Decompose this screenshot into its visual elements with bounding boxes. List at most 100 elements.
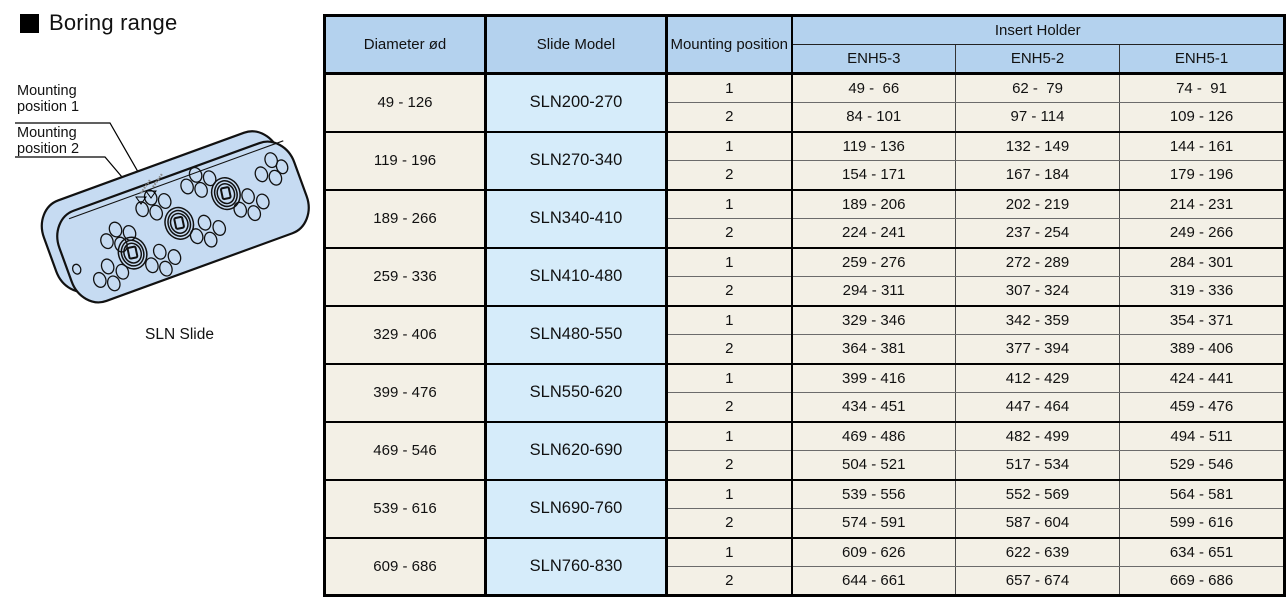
- header-enh5-3: ENH5-3: [790, 44, 956, 75]
- range-enh5-2-cell: 517 - 534: [955, 450, 1120, 481]
- mounting-position-cell: 2: [665, 334, 792, 365]
- table-row-group7-pos1: 469 - 546 SLN620-690 1 469 - 486 482 - 499 49…: [324, 421, 1285, 481]
- table-row-group9-pos1: 609 - 686 SLN760-830 1 609 - 626 622 - 639 63…: [324, 537, 1285, 597]
- mounting-position-cell: 2: [665, 218, 792, 249]
- range-enh5-3-cell: 49 - 66: [790, 73, 956, 103]
- table-row-group6-pos1: 399 - 476 SLN550-620 1 399 - 416 412 - 429 42…: [324, 363, 1285, 423]
- range-enh5-1-cell: 144 - 161: [1118, 131, 1285, 161]
- range-enh5-1-cell: 319 - 336: [1118, 276, 1285, 307]
- mounting-position-markers: [135, 173, 163, 205]
- range-enh5-1-cell: 109 - 126: [1118, 102, 1285, 133]
- diameter-cell: 119 - 196: [324, 131, 486, 191]
- range-enh5-2-cell: 622 - 639: [955, 537, 1120, 567]
- header-slide-model: Slide Model: [484, 15, 667, 75]
- slide-model-cell: SLN410-480: [484, 247, 667, 307]
- marker-triangle-1: [145, 190, 157, 199]
- range-enh5-1-cell: 529 - 546: [1118, 450, 1285, 481]
- range-enh5-1-cell: 249 - 266: [1118, 218, 1285, 249]
- diameter-cell: 189 - 266: [324, 189, 486, 249]
- range-enh5-1-cell: 669 - 686: [1118, 566, 1285, 597]
- range-enh5-2-cell: 587 - 604: [955, 508, 1120, 539]
- table-row-group2-pos2: 2 154 - 171 167 - 184 179 - 196: [325, 160, 1285, 191]
- range-enh5-3-cell: 84 - 101: [790, 102, 956, 133]
- header-insert-holder: Insert Holder: [790, 15, 1285, 45]
- table-row-group1-pos1: 49 - 126 SLN200-270 1 49 - 66 62 - 79 74 - 91: [324, 73, 1285, 133]
- diameter-cell: 259 - 336: [324, 247, 486, 307]
- mounting-position-cell: 2: [665, 450, 792, 481]
- slide-model-cell: SLN340-410: [484, 189, 667, 249]
- range-enh5-1-cell: 599 - 616: [1118, 508, 1285, 539]
- header-mounting-position: Mounting position: [665, 15, 792, 75]
- slide-model-cell: SLN270-340: [484, 131, 667, 191]
- range-enh5-3-cell: 539 - 556: [790, 479, 956, 509]
- range-enh5-2-cell: 482 - 499: [955, 421, 1120, 451]
- range-enh5-3-cell: 224 - 241: [790, 218, 956, 249]
- table-body: 49 - 126 SLN200-270 1 49 - 66 62 - 79 74 - 91…: [324, 73, 1285, 597]
- table-row-group9-pos2: 2 644 - 661 657 - 674 669 - 686: [325, 566, 1285, 597]
- range-enh5-2-cell: 377 - 394: [955, 334, 1120, 365]
- diameter-cell: 539 - 616: [324, 479, 486, 539]
- end-face-hole: [71, 263, 82, 275]
- range-enh5-3-cell: 434 - 451: [790, 392, 956, 423]
- table-row-group7-pos2: 2 504 - 521 517 - 534 529 - 546: [325, 450, 1285, 481]
- section-square-icon: [20, 13, 39, 33]
- slide-model-cell: SLN200-270: [484, 73, 667, 133]
- range-enh5-3-cell: 189 - 206: [790, 189, 956, 219]
- range-enh5-3-cell: 329 - 346: [790, 305, 956, 335]
- range-enh5-1-cell: 284 - 301: [1118, 247, 1285, 277]
- range-enh5-3-cell: 364 - 381: [790, 334, 956, 365]
- range-enh5-3-cell: 574 - 591: [790, 508, 956, 539]
- insert-hole-large: [117, 177, 241, 270]
- mounting-position-cell: 1: [665, 131, 792, 161]
- slide-model-cell: SLN690-760: [484, 479, 667, 539]
- range-enh5-3-cell: 609 - 626: [790, 537, 956, 567]
- table-row-group1-pos2: 2 84 - 101 97 - 114 109 - 126: [325, 102, 1285, 133]
- sln-slide-illustration: [15, 122, 310, 304]
- range-enh5-1-cell: 74 - 91: [1118, 73, 1285, 103]
- mounting-position-cell: 1: [665, 479, 792, 509]
- range-enh5-2-cell: 237 - 254: [955, 218, 1120, 249]
- range-enh5-1-cell: 354 - 371: [1118, 305, 1285, 335]
- range-enh5-2-cell: 272 - 289: [955, 247, 1120, 277]
- range-enh5-2-cell: 202 - 219: [955, 189, 1120, 219]
- mounting-position-cell: 2: [665, 508, 792, 539]
- bolt-holes: [92, 152, 289, 292]
- mounting-position-cell: 1: [665, 421, 792, 451]
- range-enh5-3-cell: 504 - 521: [790, 450, 956, 481]
- table-row-group6-pos2: 2 434 - 451 447 - 464 459 - 476: [325, 392, 1285, 423]
- diameter-cell: 329 - 406: [324, 305, 486, 365]
- range-enh5-2-cell: 342 - 359: [955, 305, 1120, 335]
- slide-model-cell: SLN620-690: [484, 421, 667, 481]
- mounting-position-cell: 1: [665, 247, 792, 277]
- boring-range-table: Diameter ød Slide Model Mounting positio…: [323, 14, 1286, 597]
- range-enh5-1-cell: 179 - 196: [1118, 160, 1285, 191]
- table-row-group5-pos1: 329 - 406 SLN480-550 1 329 - 346 342 - 359 35…: [324, 305, 1285, 365]
- table-row-group2-pos1: 119 - 196 SLN270-340 1 119 - 136 132 - 149 14…: [324, 131, 1285, 191]
- diameter-cell: 609 - 686: [324, 537, 486, 597]
- table-row-group8-pos1: 539 - 616 SLN690-760 1 539 - 556 552 - 569 56…: [324, 479, 1285, 539]
- table-row-group4-pos1: 259 - 336 SLN410-480 1 259 - 276 272 - 289 28…: [324, 247, 1285, 307]
- mounting-position-cell: 1: [665, 305, 792, 335]
- chamfer-line: [68, 140, 284, 220]
- range-enh5-2-cell: 62 - 79: [955, 73, 1120, 103]
- table-row-group4-pos2: 2 294 - 311 307 - 324 319 - 336: [325, 276, 1285, 307]
- range-enh5-2-cell: 97 - 114: [955, 102, 1120, 133]
- diameter-cell: 49 - 126: [324, 73, 486, 133]
- range-enh5-1-cell: 564 - 581: [1118, 479, 1285, 509]
- mounting-position-cell: 2: [665, 392, 792, 423]
- header-diameter: Diameter ød: [324, 15, 486, 75]
- slide-model-cell: SLN550-620: [484, 363, 667, 423]
- page-title-row: Boring range: [20, 10, 177, 36]
- table-row-group5-pos2: 2 364 - 381 377 - 394 389 - 406: [325, 334, 1285, 365]
- range-enh5-3-cell: 259 - 276: [790, 247, 956, 277]
- range-enh5-3-cell: 119 - 136: [790, 131, 956, 161]
- table-row-group8-pos2: 2 574 - 591 587 - 604 599 - 616: [325, 508, 1285, 539]
- diameter-cell: 399 - 476: [324, 363, 486, 423]
- header-enh5-2: ENH5-2: [955, 44, 1120, 75]
- callout-mounting-position-1: Mounting position 1: [17, 83, 80, 115]
- range-enh5-2-cell: 447 - 464: [955, 392, 1120, 423]
- range-enh5-3-cell: 294 - 311: [790, 276, 956, 307]
- mounting-position-cell: 1: [665, 363, 792, 393]
- range-enh5-2-cell: 552 - 569: [955, 479, 1120, 509]
- range-enh5-3-cell: 644 - 661: [790, 566, 956, 597]
